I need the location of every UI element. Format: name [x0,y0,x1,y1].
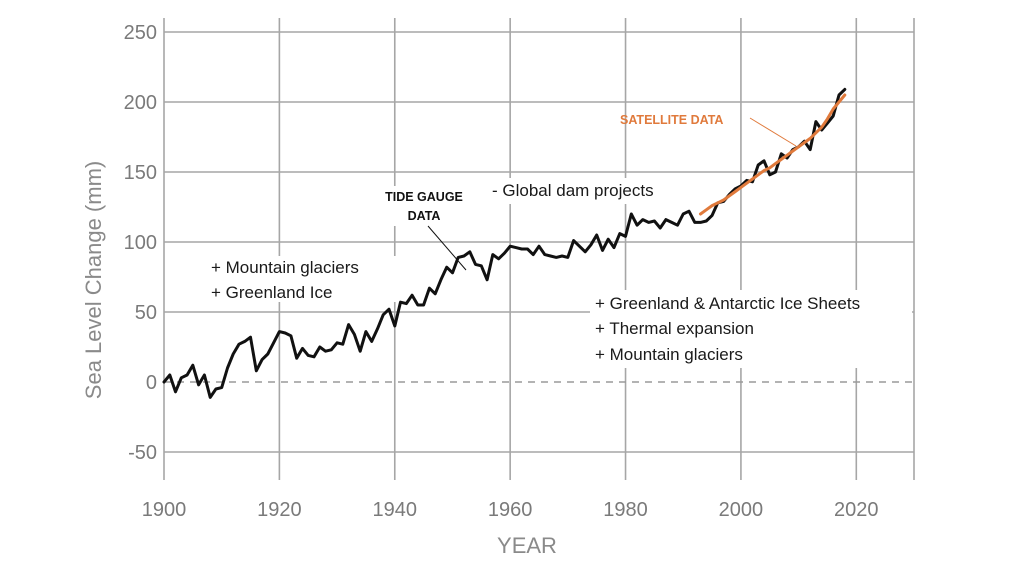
x-tick-label: 2020 [834,499,879,521]
annotation-late-1: + Greenland & Antarctic Ice Sheets [595,294,860,313]
annotation-early-1: + Mountain glaciers [211,258,359,277]
x-tick-label: 1960 [488,499,533,521]
y-tick-labels: 250 200 150 100 50 0 -50 [124,22,157,464]
tide-gauge-label-line2: DATA [408,209,441,223]
y-tick-label: 200 [124,92,157,114]
tide-gauge-pointer [427,225,467,271]
dam-label-background [486,178,698,204]
y-tick-label: 50 [135,302,157,324]
satellite-series-line [699,93,847,216]
satellite-pointer [749,117,797,147]
x-tick-labels: 1900 1920 1940 1960 1980 2000 2020 [142,499,879,521]
tide-gauge-label-line1: TIDE GAUGE [385,190,463,204]
x-tick-label: 1900 [142,499,187,521]
y-tick-label: 0 [146,372,157,394]
annotation-late-2: + Thermal expansion [595,319,754,338]
satellite-label: SATELLITE DATA [620,113,723,127]
grid-layer [163,18,915,480]
y-tick-label: 150 [124,162,157,184]
annotation-late-3: + Mountain glaciers [595,345,743,364]
y-tick-label: 250 [124,22,157,44]
x-tick-label: 1940 [373,499,418,521]
annotation-early-2: + Greenland Ice [211,283,332,302]
x-tick-label: 1980 [603,499,648,521]
early-label-background [206,256,396,302]
annotation-dam-projects: - Global dam projects [492,181,654,200]
series-layer [162,87,847,399]
x-axis-title: YEAR [497,533,557,558]
y-axis-title: Sea Level Change (mm) [81,161,106,399]
late-label-background [590,290,912,368]
y-tick-label: 100 [124,232,157,254]
x-tick-label: 1920 [257,499,302,521]
x-tick-label: 2000 [719,499,764,521]
tide-label-background [372,186,476,226]
tide-gauge-series-line [162,87,847,399]
y-tick-label: -50 [128,442,157,464]
